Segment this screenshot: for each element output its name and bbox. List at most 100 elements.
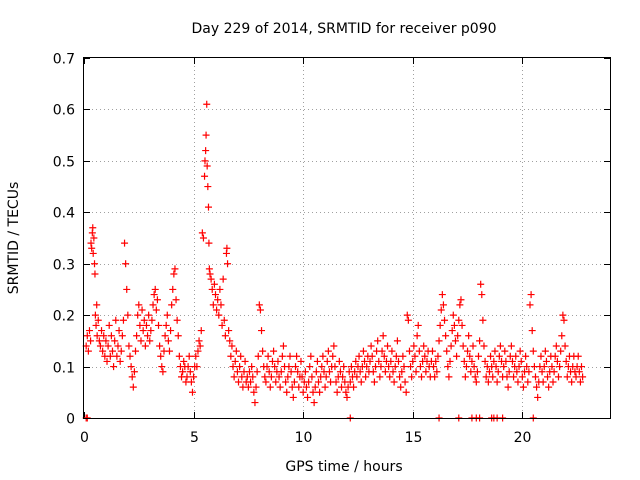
data-point — [541, 347, 549, 355]
data-point — [148, 316, 156, 324]
data-point — [554, 373, 562, 381]
data-point — [226, 337, 234, 345]
data-point — [460, 357, 468, 365]
data-point — [180, 357, 188, 365]
data-point — [135, 301, 143, 309]
data-point — [559, 311, 567, 319]
data-point — [197, 327, 205, 335]
data-point — [297, 357, 305, 365]
data-point — [119, 316, 127, 324]
data-point — [195, 337, 203, 345]
y-tick-label: 0.6 — [53, 103, 75, 119]
data-point — [91, 311, 99, 319]
data-point — [389, 368, 397, 376]
data-point — [305, 378, 313, 386]
data-point — [469, 342, 477, 350]
data-point — [386, 373, 394, 381]
data-point — [398, 368, 406, 376]
data-point — [501, 347, 509, 355]
data-point — [231, 357, 239, 365]
data-point — [204, 183, 212, 191]
data-point — [527, 291, 535, 299]
data-point — [115, 327, 123, 335]
data-point — [539, 378, 547, 386]
data-point — [494, 368, 502, 376]
data-point — [123, 285, 131, 293]
data-point — [545, 383, 553, 391]
data-point — [205, 239, 213, 247]
data-point — [164, 337, 172, 345]
data-point — [168, 301, 176, 309]
data-point — [496, 342, 504, 350]
data-point — [477, 280, 485, 288]
data-point — [244, 383, 252, 391]
data-point — [407, 363, 415, 371]
data-point — [206, 270, 214, 278]
data-point — [144, 332, 152, 340]
data-point — [377, 363, 385, 371]
data-point — [324, 347, 332, 355]
data-point — [528, 327, 536, 335]
data-point — [422, 368, 430, 376]
data-point — [262, 378, 270, 386]
data-point — [400, 363, 408, 371]
data-point — [105, 321, 113, 329]
data-point — [136, 321, 144, 329]
data-point — [251, 399, 259, 407]
data-point — [411, 352, 419, 360]
data-point — [553, 357, 561, 365]
data-point — [90, 234, 98, 242]
data-point — [91, 270, 99, 278]
data-point — [272, 378, 280, 386]
data-point — [449, 311, 457, 319]
data-point — [223, 244, 231, 252]
data-point — [221, 332, 229, 340]
data-point — [381, 368, 389, 376]
data-point — [402, 388, 410, 396]
data-point — [484, 378, 492, 386]
data-point — [287, 368, 295, 376]
data-point — [473, 368, 481, 376]
data-point — [116, 357, 124, 365]
data-point — [163, 311, 171, 319]
data-point — [529, 347, 537, 355]
data-point — [310, 399, 318, 407]
data-point — [490, 357, 498, 365]
data-point — [432, 357, 440, 365]
data-point — [396, 373, 404, 381]
data-point — [517, 357, 525, 365]
data-point — [308, 373, 316, 381]
data-point — [475, 352, 482, 360]
data-point — [278, 352, 286, 360]
data-point — [220, 316, 228, 324]
data-point — [276, 383, 284, 391]
data-point — [293, 352, 301, 360]
data-point — [263, 363, 271, 371]
data-point — [84, 347, 92, 355]
data-point — [190, 373, 198, 381]
data-point — [431, 373, 439, 381]
data-point — [441, 316, 449, 324]
chart-title: Day 229 of 2014, SRMTID for receiver p09… — [191, 21, 496, 37]
data-point — [556, 363, 564, 371]
data-point — [100, 332, 108, 340]
data-point — [103, 357, 111, 365]
data-point — [250, 388, 258, 396]
data-point — [161, 332, 169, 340]
data-point — [146, 337, 154, 345]
data-point — [444, 363, 452, 371]
data-point — [479, 316, 487, 324]
data-point — [362, 373, 370, 381]
data-point — [87, 337, 95, 345]
data-point — [457, 296, 465, 304]
data-point — [561, 342, 569, 350]
data-point — [122, 260, 130, 268]
data-point — [138, 306, 146, 314]
data-point — [255, 301, 263, 309]
data-point — [404, 316, 412, 324]
data-point — [271, 363, 279, 371]
data-point — [330, 342, 338, 350]
data-point — [277, 368, 285, 376]
data-point — [124, 311, 132, 319]
x-tick-label: 10 — [295, 430, 313, 446]
